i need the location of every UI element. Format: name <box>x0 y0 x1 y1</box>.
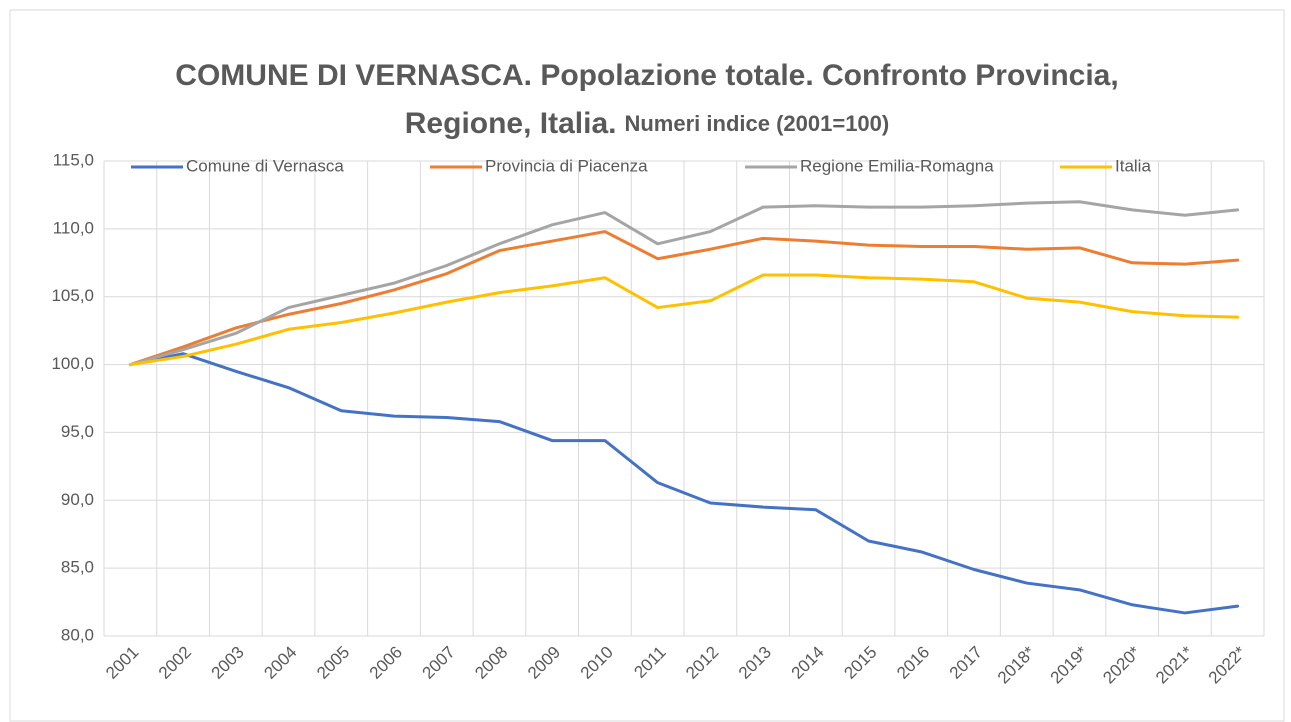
series-line <box>128 200 1240 367</box>
legend-label: Comune di Vernasca <box>186 156 344 175</box>
y-tick-label: 85,0 <box>61 558 94 577</box>
y-tick-label: 100,0 <box>51 354 94 373</box>
y-tick-label: 105,0 <box>51 286 94 305</box>
y-tick-label: 80,0 <box>61 625 94 644</box>
series-line <box>128 273 1240 367</box>
y-tick-label: 90,0 <box>61 490 94 509</box>
series-line <box>128 352 1240 615</box>
legend-label: Regione Emilia-Romagna <box>800 156 994 175</box>
y-tick-label: 95,0 <box>61 422 94 441</box>
chart-title: Regione, Italia. <box>405 107 617 140</box>
y-tick-label: 110,0 <box>53 218 94 237</box>
chart-title-line: Regione, Italia. Numeri indice (2001=100) <box>405 107 889 140</box>
chart-subtitle: Numeri indice (2001=100) <box>624 111 889 136</box>
legend-label: Italia <box>1115 156 1151 175</box>
legend-label: Provincia di Piacenza <box>485 156 648 175</box>
series-line <box>128 230 1240 367</box>
y-tick-label: 115,0 <box>53 150 94 169</box>
chart-title: COMUNE DI VERNASCA. Popolazione totale. … <box>175 59 1118 92</box>
